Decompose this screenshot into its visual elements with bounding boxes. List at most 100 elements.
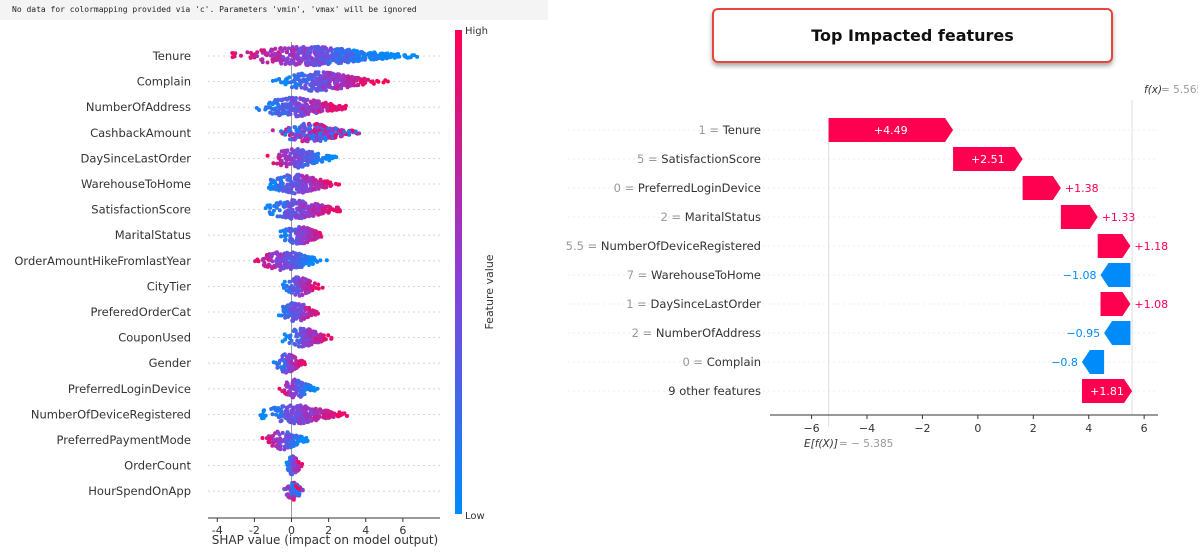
shap-point [274,250,279,255]
shap-point [305,139,310,144]
shap-point [293,231,298,235]
shap-point [302,187,307,192]
shap-point [268,105,273,110]
shap-point [296,315,300,320]
shap-point [284,50,289,55]
shap-point [279,158,284,163]
shap-point [308,279,312,284]
summary-x-axis-label: SHAP value (impact on model output) [212,533,439,547]
shap-point [315,259,320,264]
feature-label: OrderCount [124,459,191,473]
shap-point [293,282,298,287]
shap-point [332,208,337,213]
feature-label: PreferredPaymentMode [57,433,191,447]
shap-point [323,337,328,341]
shap-point [282,363,287,368]
shap-point [316,48,321,53]
shap-point [289,439,294,444]
shap-point [403,53,408,58]
shap-point [292,495,297,500]
shap-point [282,487,287,491]
shap-point [288,495,293,500]
shap-point [303,214,308,219]
shap-point [369,53,373,58]
shap-point [311,237,316,242]
shap-point [335,412,340,417]
shap-point [316,232,320,237]
shap-point [277,208,282,213]
shap-point [375,78,380,83]
base-value: = − 5.385 [839,438,893,450]
shap-point [276,155,281,160]
shap-point [283,111,288,115]
shap-point [328,414,332,419]
shap-point [303,60,308,65]
shap-point [314,104,319,109]
shap-point [307,60,312,65]
shap-point [313,60,318,65]
shap-point [342,130,347,134]
shap-point [300,231,305,236]
waterfall-bar [1022,176,1061,200]
shap-point [295,130,300,135]
shap-point [311,208,316,213]
shap-point [289,216,294,221]
shap-point [306,179,311,184]
shap-point [285,149,290,153]
shap-point [317,135,322,140]
shap-point [306,56,311,61]
shap-point [287,306,292,311]
colorbar-title: Feature value [483,254,496,329]
waterfall-feature-label: 1 = Tenure [698,123,761,137]
shap-point [305,162,310,167]
waterfall-value-label: +1.81 [1090,385,1124,398]
shap-point [333,133,337,138]
shap-point [270,57,275,62]
shap-point [274,109,279,114]
shap-point [283,391,288,396]
base-label: E[f(X)] [804,438,838,450]
shap-point [283,132,288,137]
shap-point [322,131,326,136]
shap-point [312,409,317,414]
shap-point [302,418,307,423]
shap-point [312,129,317,134]
shap-point [287,75,292,80]
shap-point [315,138,320,143]
shap-point [276,437,281,442]
shap-point [270,443,275,448]
shap-point [309,284,314,289]
shap-point [347,132,352,137]
shap-point [300,164,305,169]
shap-point [274,412,279,417]
shap-point [313,232,317,237]
shap-point [277,56,281,61]
shap-point [335,84,340,89]
shap-point [287,252,292,257]
shap-point [294,133,299,138]
shap-point [289,207,294,212]
shap-point [293,301,298,306]
shap-point [290,203,295,207]
waterfall-bar [1060,205,1098,229]
shap-point [283,414,288,419]
shap-point [286,433,290,438]
shap-point [288,137,292,142]
shap-point [302,312,307,317]
shap-point [286,465,291,470]
shap-point [312,45,317,49]
shap-point [294,358,299,363]
shap-point [291,393,296,398]
shap-point [260,412,265,417]
shap-point [357,51,362,55]
shap-point [289,408,294,413]
shap-point [311,108,316,113]
shap-point [348,83,353,88]
shap-point [319,339,324,344]
shap-point [304,78,309,83]
shap-point [298,304,303,309]
shap-point [298,72,303,77]
shap-point [305,236,310,241]
shap-point [329,336,334,341]
shap-point [312,132,317,137]
